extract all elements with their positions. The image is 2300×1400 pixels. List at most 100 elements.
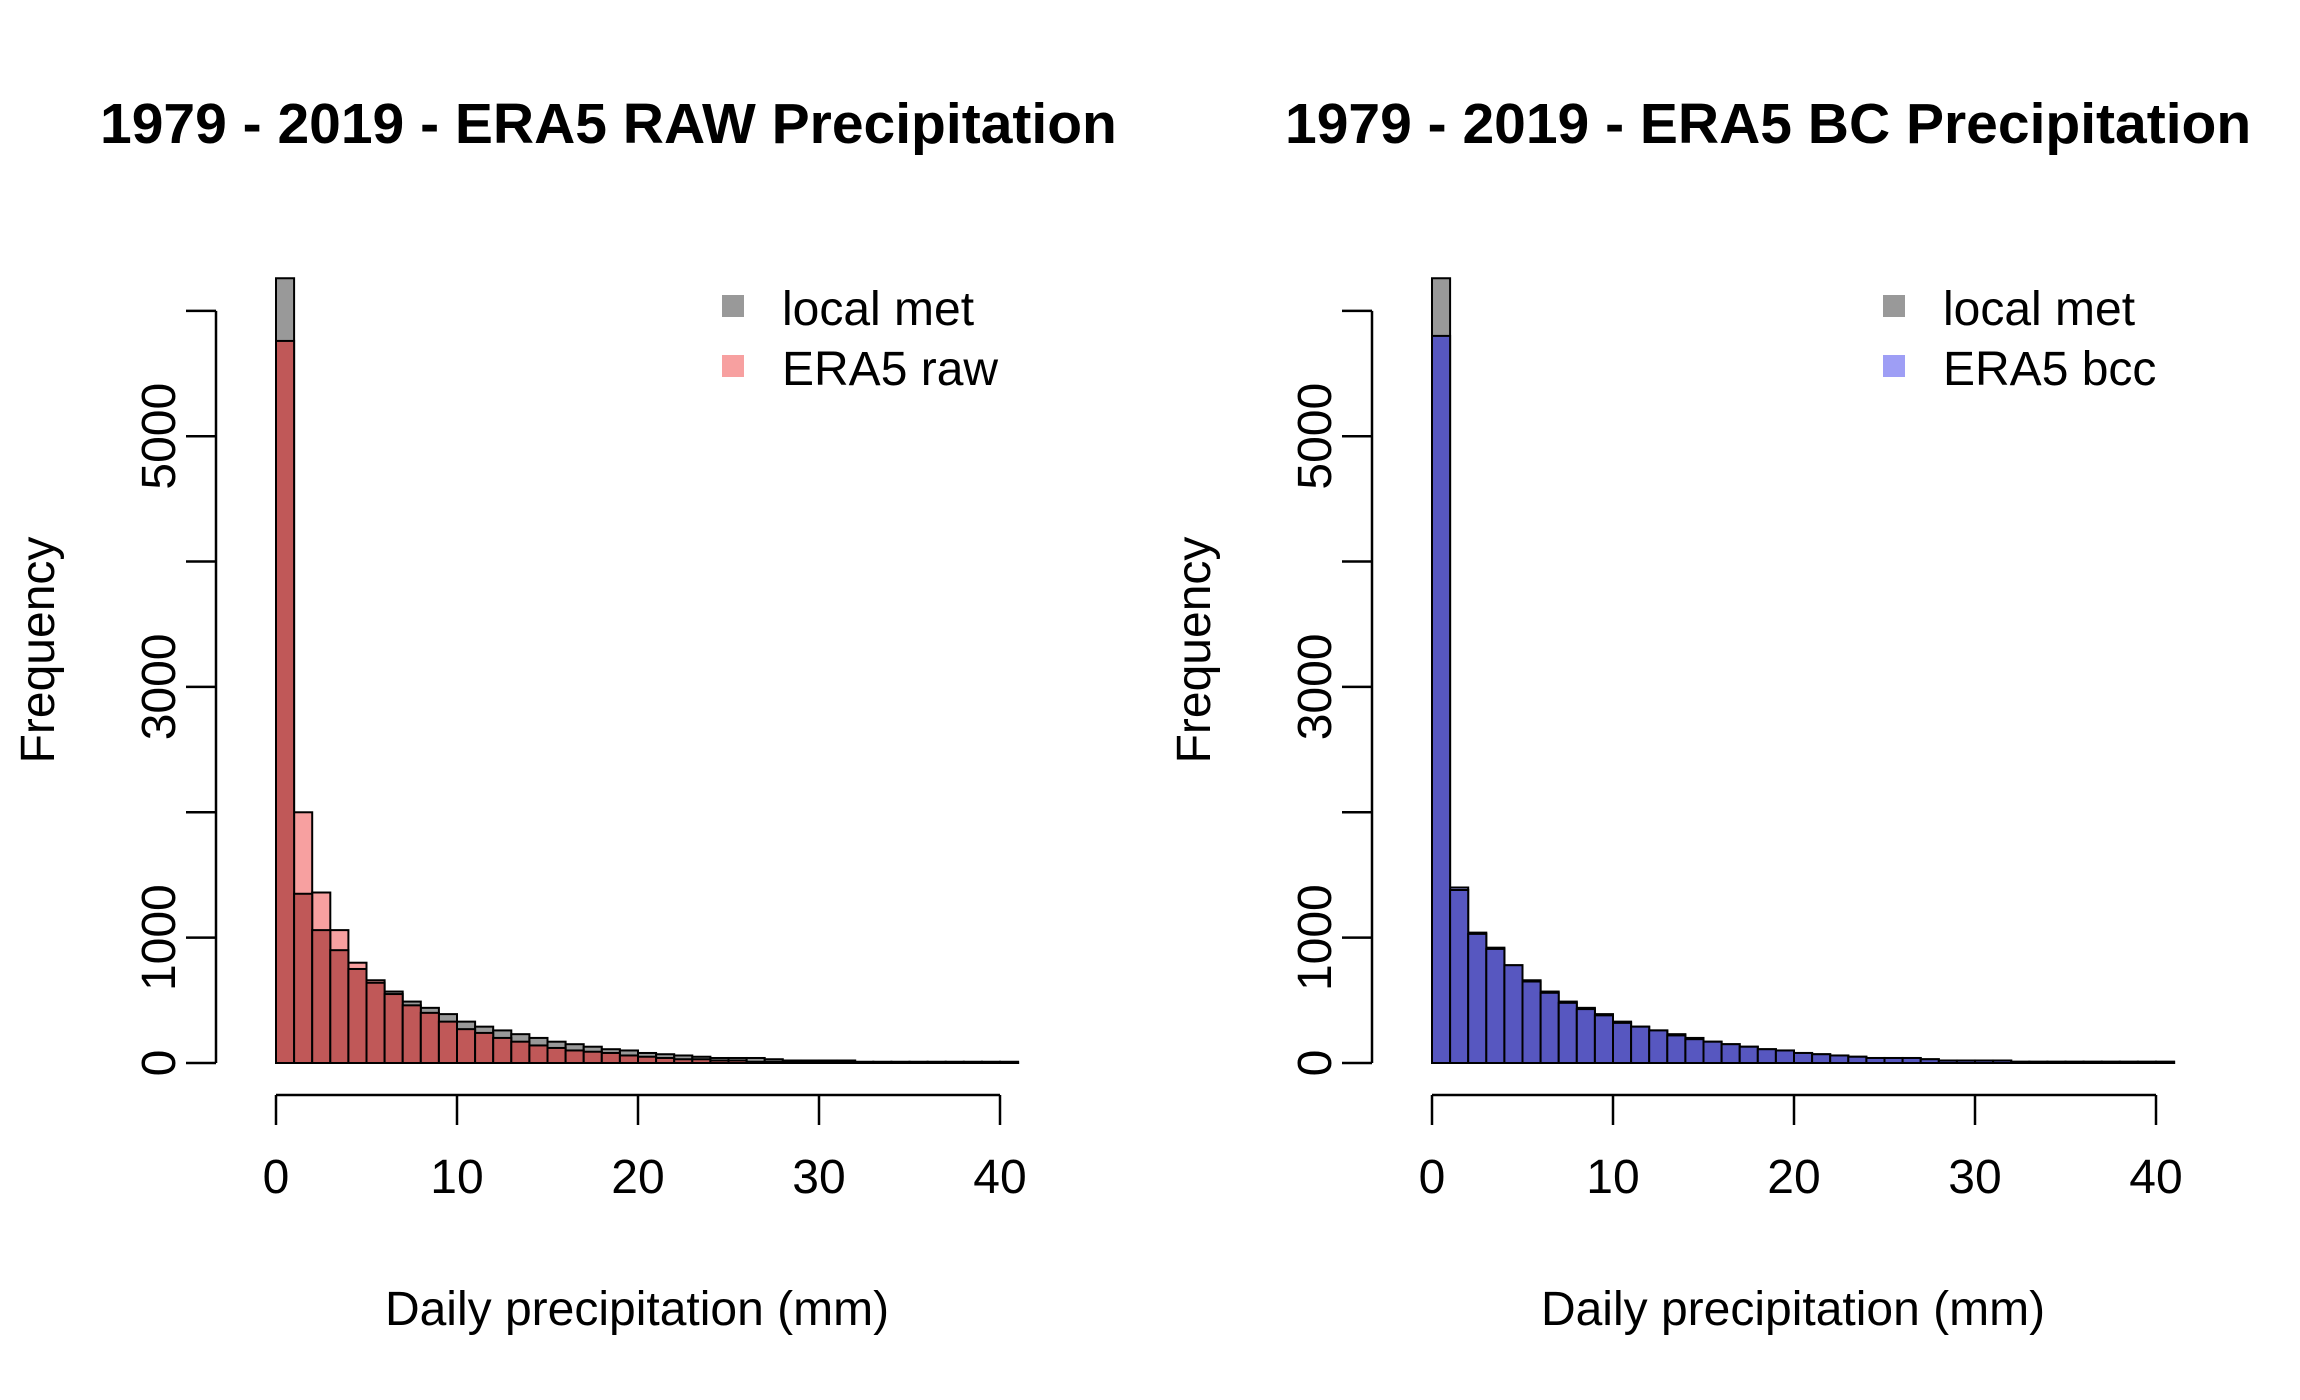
overlap-bar-bin-15 xyxy=(546,1046,567,1064)
overlap-bar-bin-6 xyxy=(383,993,404,1064)
legend-label-era5-bcc: ERA5 bcc xyxy=(1943,343,2156,396)
x-tick-label-20: 20 xyxy=(611,1151,664,1204)
legend-label-era5-raw: ERA5 raw xyxy=(782,343,998,396)
overlap-bar-bin-36 xyxy=(926,1061,947,1064)
overlap-bar-bin-15 xyxy=(1702,1040,1723,1065)
legend-swatch-local-met xyxy=(722,295,744,317)
legend-swatch-local-met xyxy=(1883,295,1905,317)
overlap-bar-bin-16 xyxy=(564,1049,585,1064)
overlap-bar-bin-28 xyxy=(1937,1059,1958,1064)
x-axis-label: Daily precipitation (mm) xyxy=(385,1283,889,1336)
overlap-bar-bin-21 xyxy=(655,1056,676,1064)
overlap-bar-bin-19 xyxy=(618,1054,640,1064)
overlap-bar-bin-27 xyxy=(1919,1058,1940,1065)
overlap-bar-bin-10 xyxy=(1612,1021,1633,1065)
overlap-bar-bin-20 xyxy=(637,1055,658,1065)
overlap-bar-bin-25 xyxy=(1883,1056,1904,1064)
overlap-bar-bin-30 xyxy=(1974,1059,1995,1064)
x-tick-label-40: 40 xyxy=(973,1151,1026,1204)
overlap-bar-bin-27 xyxy=(763,1060,784,1065)
y-tick-label-0: 0 xyxy=(133,1050,186,1077)
overlap-bar-bin-24 xyxy=(709,1059,730,1064)
overlap-bar-bin-31 xyxy=(836,1060,857,1065)
x-axis: 0 10 20 30 40 xyxy=(263,1093,1027,1204)
overlap-bar-bin-14 xyxy=(528,1044,549,1064)
overlap-bar-bin-35 xyxy=(908,1061,929,1064)
overlap-bar-bin-0 xyxy=(1431,334,1452,1064)
chart-title: 1979 - 2019 - ERA5 BC Precipitation xyxy=(1285,92,2251,156)
overlap-bar-bin-1 xyxy=(1449,889,1470,1064)
overlap-bar-bin-38 xyxy=(962,1061,983,1064)
overlap-bar-bin-23 xyxy=(691,1058,712,1065)
overlap-bar-bin-7 xyxy=(401,1004,422,1065)
overlap-bar-bin-19 xyxy=(1774,1049,1796,1064)
overlap-bar-bin-29 xyxy=(1955,1059,1977,1064)
overlap-bar-bin-3 xyxy=(1485,947,1506,1065)
overlap-bar-bin-30 xyxy=(818,1060,839,1065)
overlap-bar-bin-12 xyxy=(1648,1029,1669,1064)
x-tick-label-20: 20 xyxy=(1767,1151,1820,1204)
y-tick-label-1000: 1000 xyxy=(133,884,186,991)
chart-title: 1979 - 2019 - ERA5 RAW Precipitation xyxy=(100,92,1117,156)
y-axis: 0 1000 3000 5000 xyxy=(133,309,218,1077)
overlap-bar-bin-35 xyxy=(2064,1060,2085,1065)
overlap-bar-bin-14 xyxy=(1684,1038,1705,1065)
overlap-bar-bin-36 xyxy=(2082,1060,2103,1065)
overlap-bar-bin-22 xyxy=(1829,1054,1850,1064)
x-tick-label-30: 30 xyxy=(792,1151,845,1204)
y-tick-label-1000: 1000 xyxy=(1289,884,1342,991)
overlap-bar-bin-18 xyxy=(600,1051,621,1064)
overlap-bar-bin-37 xyxy=(944,1061,965,1064)
overlap-bar-bin-39 xyxy=(980,1061,1002,1064)
overlap-bar-bin-9 xyxy=(1593,1014,1615,1065)
y-tick-label-3000: 3000 xyxy=(133,634,186,741)
overlap-bar-bin-5 xyxy=(1521,980,1542,1064)
overlap-bar-bin-11 xyxy=(1630,1025,1651,1065)
overlap-bar-bin-17 xyxy=(582,1050,603,1065)
overlap-bar-bin-9 xyxy=(437,1020,458,1065)
x-tick-label-0: 0 xyxy=(1419,1151,1446,1204)
overlap-bar-bin-0 xyxy=(275,339,296,1064)
legend: local met ERA5 bcc xyxy=(1883,283,2156,396)
overlap-bar-bin-33 xyxy=(2028,1060,2049,1065)
bc-precipitation-panel: 1979 - 2019 - ERA5 BC Precipitation Freq… xyxy=(1168,92,2251,1336)
overlap-bar-bin-13 xyxy=(510,1040,531,1065)
overlap-bar-bin-2 xyxy=(1467,932,1488,1065)
overlap-bar-bin-10 xyxy=(456,1028,477,1065)
overlap-bar-bin-8 xyxy=(419,1011,440,1065)
overlap-bar-bin-25 xyxy=(727,1059,748,1064)
overlap-bar-bin-29 xyxy=(799,1060,821,1065)
overlap-bar-bin-8 xyxy=(1575,1008,1596,1065)
overlap-bar-bin-23 xyxy=(1847,1055,1868,1065)
overlap-bar-bin-4 xyxy=(347,967,368,1064)
overlap-bar-bin-21 xyxy=(1811,1053,1832,1065)
overlap-bar-bin-40 xyxy=(2155,1060,2176,1065)
y-tick-label-3000: 3000 xyxy=(1289,634,1342,741)
x-tick-label-10: 10 xyxy=(430,1151,483,1204)
y-tick-label-0: 0 xyxy=(1289,1050,1342,1077)
overlap-bar-bin-37 xyxy=(2100,1060,2121,1065)
y-tick-label-5000: 5000 xyxy=(1289,383,1342,490)
overlap-bar-bin-20 xyxy=(1793,1051,1814,1064)
overlap-bar-bin-26 xyxy=(745,1060,766,1065)
legend-swatch-era5-raw xyxy=(722,355,744,377)
overlap-bar-bin-38 xyxy=(2118,1060,2139,1065)
overlap-bar-bin-18 xyxy=(1756,1048,1777,1065)
legend-label-local-met: local met xyxy=(782,283,974,336)
y-tick-label-5000: 5000 xyxy=(133,383,186,490)
overlap-bar-bin-6 xyxy=(1539,991,1560,1064)
overlap-bar-bin-32 xyxy=(2010,1060,2031,1065)
overlap-bar-bin-26 xyxy=(1901,1056,1922,1064)
overlap-bar-bin-28 xyxy=(781,1060,802,1065)
overlap-bar-bin-39 xyxy=(2136,1060,2157,1065)
overlap-bar-bin-34 xyxy=(890,1061,911,1064)
overlap-bar-bin-33 xyxy=(872,1061,893,1064)
overlap-bar-bin-7 xyxy=(1557,1001,1578,1065)
overlap-bar-bin-3 xyxy=(329,949,350,1065)
overlap-bar-bin-22 xyxy=(673,1058,694,1065)
overlap-bar-bin-31 xyxy=(1992,1059,2013,1064)
overlap-bar-bin-2 xyxy=(311,929,332,1065)
y-axis-label: Frequency xyxy=(12,537,65,764)
legend: local met ERA5 raw xyxy=(722,283,998,396)
legend-swatch-era5-bcc xyxy=(1883,355,1905,377)
